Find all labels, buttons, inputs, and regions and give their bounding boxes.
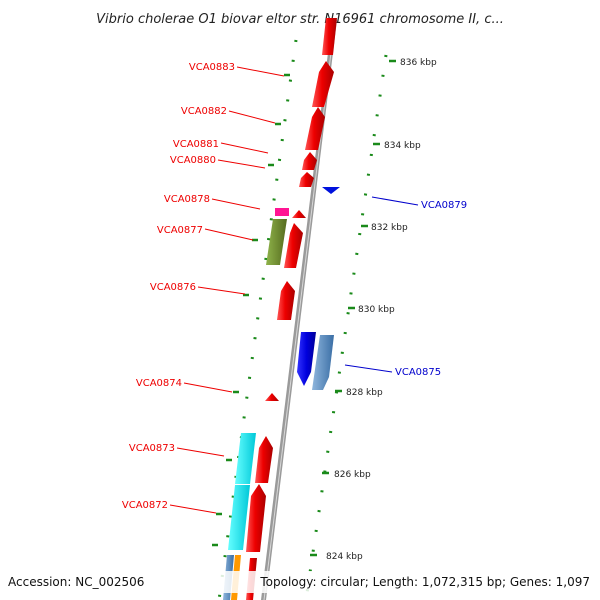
reverse-leaders — [344, 196, 419, 373]
gene-label[interactable]: VCA0880 — [170, 155, 216, 166]
map-title: Vibrio cholerae O1 biovar eltor str. N16… — [96, 12, 504, 27]
gene-arrow[interactable] — [322, 18, 337, 55]
reverse-genes — [297, 187, 340, 390]
forward-genes — [246, 18, 337, 600]
kbp-label: 834 kbp — [384, 141, 421, 151]
topology-label: Topology: circular; Length: 1,072,315 bp… — [259, 575, 590, 589]
gene-arrow[interactable] — [312, 335, 334, 390]
gene-block[interactable] — [235, 433, 256, 484]
gene-label[interactable]: VCA0879 — [421, 200, 467, 211]
gene-arrow[interactable] — [299, 172, 314, 187]
gene-label[interactable]: VCA0877 — [157, 225, 203, 236]
gene-label[interactable]: VCA0872 — [122, 500, 168, 511]
gene-label[interactable]: VCA0881 — [173, 139, 219, 150]
backbone-highlight — [263, 19, 336, 600]
gene-arrow[interactable] — [297, 332, 316, 386]
forward-leaders — [169, 66, 285, 514]
gene-block[interactable] — [228, 485, 250, 550]
other-features — [223, 208, 289, 600]
gene-block[interactable] — [275, 208, 289, 216]
gene-label[interactable]: VCA0875 — [395, 367, 441, 378]
gene-arrow[interactable] — [255, 436, 273, 483]
gene-label[interactable]: VCA0874 — [136, 378, 182, 389]
gene-block[interactable] — [266, 219, 287, 265]
gene-label[interactable]: VCA0883 — [189, 62, 235, 73]
gene-arrow[interactable] — [322, 187, 340, 194]
gene-arrow[interactable] — [265, 393, 279, 401]
gene-arrow[interactable] — [284, 223, 303, 268]
gene-arrow[interactable] — [302, 152, 317, 170]
kbp-label: 830 kbp — [358, 305, 395, 315]
gene-label[interactable]: VCA0873 — [129, 443, 175, 454]
kbp-label: 828 kbp — [346, 388, 383, 398]
gene-label[interactable]: VCA0876 — [150, 282, 196, 293]
gene-arrow[interactable] — [305, 107, 325, 150]
gene-arrow[interactable] — [277, 281, 295, 320]
accession-label: Accession: NC_002506 — [8, 575, 144, 589]
gene-arrow[interactable] — [246, 484, 266, 552]
kbp-label: 832 kbp — [371, 223, 408, 233]
gene-label[interactable]: VCA0882 — [181, 106, 227, 117]
gene-arrow[interactable] — [292, 210, 306, 218]
gene-label[interactable]: VCA0878 — [164, 194, 210, 205]
kbp-label: 824 kbp — [326, 552, 363, 562]
footer-bg — [0, 571, 600, 593]
major-ticks — [212, 59, 396, 557]
kbp-label: 836 kbp — [400, 58, 437, 68]
gene-arrow[interactable] — [312, 61, 334, 107]
kbp-label: 826 kbp — [334, 470, 371, 480]
